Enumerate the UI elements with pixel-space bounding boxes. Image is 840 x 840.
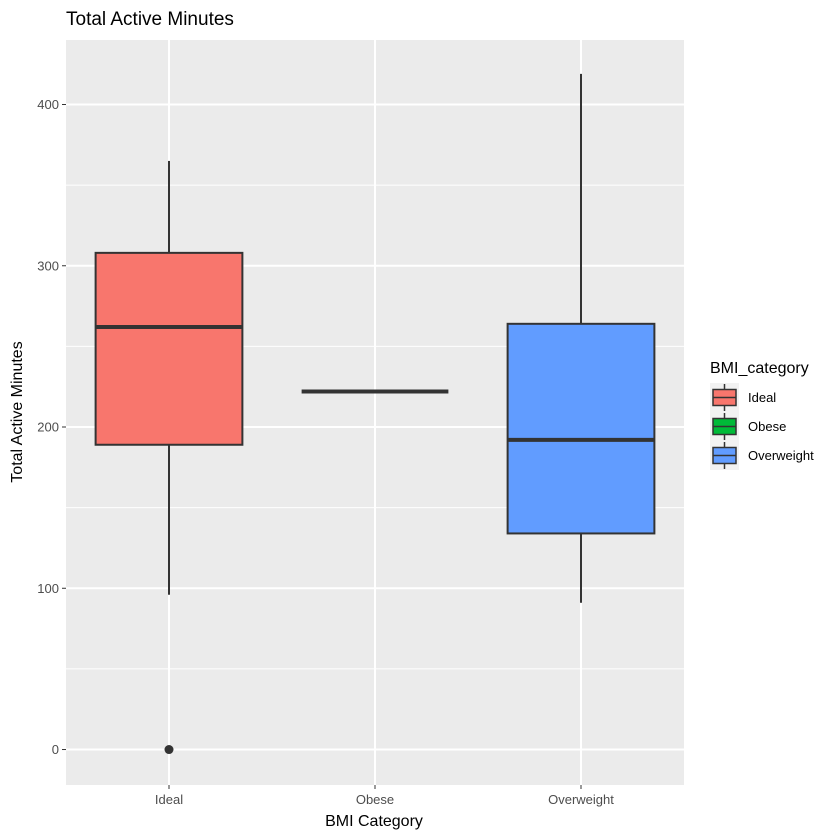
y-axis-title: Total Active Minutes [9,341,26,482]
x-tick-label: Overweight [548,792,614,807]
legend-item-obese: Obese [710,412,786,441]
y-tick-label: 0 [52,742,59,757]
box-group [94,73,656,755]
chart-title: Total Active Minutes [66,9,234,30]
legend: BMI_category Ideal Obese Overweight [710,360,814,470]
legend-item-overweight: Overweight [710,441,814,470]
legend-label: Overweight [748,448,814,463]
y-axis: 0 100 200 300 400 [37,97,66,757]
legend-title: BMI_category [710,360,809,377]
y-tick-label: 400 [37,97,59,112]
x-axis-title: BMI Category [325,813,423,830]
legend-item-ideal: Ideal [710,383,776,412]
x-tick-label: Obese [356,792,394,807]
box-ideal [94,160,244,755]
box-body [94,251,244,446]
box-overweight [506,73,656,603]
legend-label: Obese [748,419,786,434]
outlier-point [164,745,174,755]
legend-label: Ideal [748,390,776,405]
y-tick-label: 200 [37,420,59,435]
y-tick-label: 300 [37,258,59,273]
x-tick-label: Ideal [155,792,183,807]
y-tick-label: 100 [37,581,59,596]
box-body [506,322,656,535]
x-axis: Ideal Obese Overweight [155,785,614,807]
